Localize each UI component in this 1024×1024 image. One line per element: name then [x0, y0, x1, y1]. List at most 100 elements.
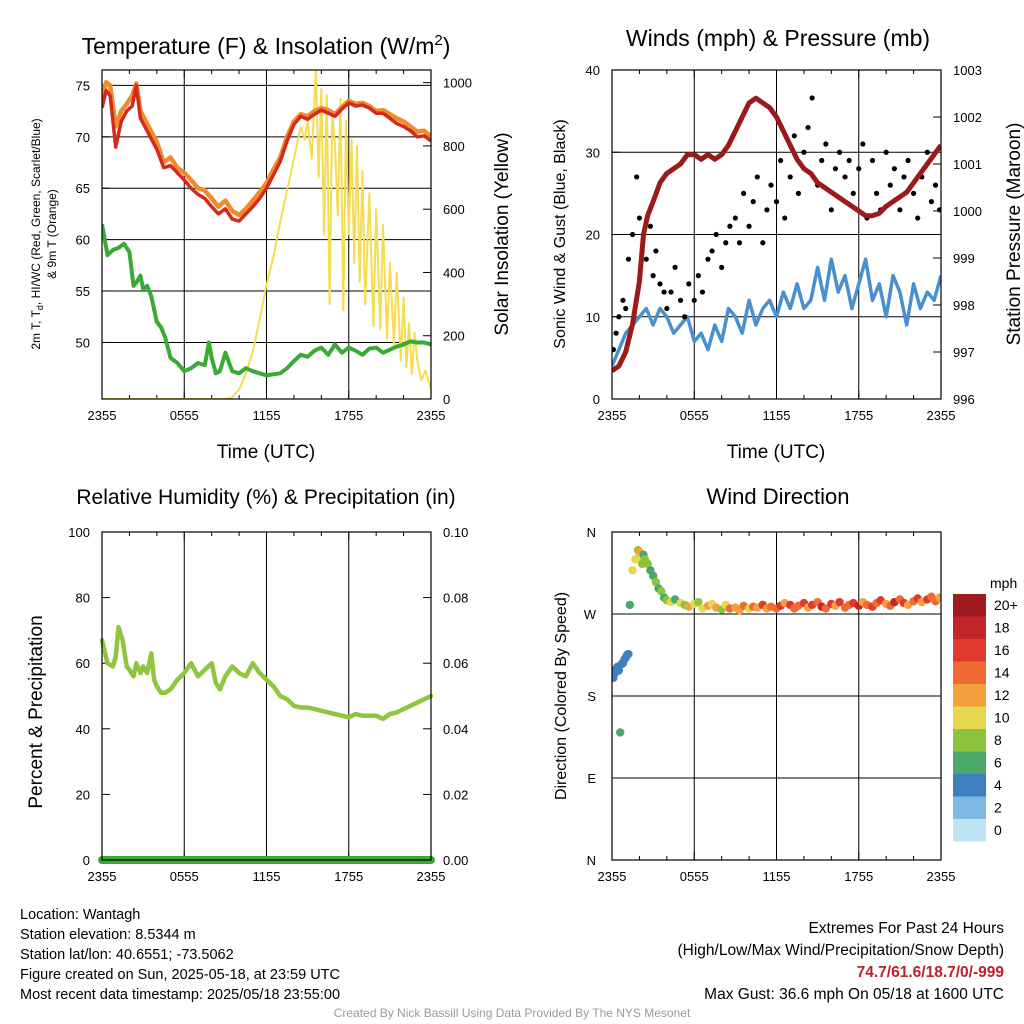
y-tick-label: 50 [76, 335, 90, 350]
humidity-line [99, 624, 434, 722]
gust-point [801, 149, 807, 155]
y-tick-label: 70 [76, 130, 90, 145]
y-tick-label: S [587, 689, 596, 704]
station-elevation: Station elevation: 8.5344 m [20, 927, 196, 943]
y-tick-label: 0 [593, 392, 600, 407]
gust-point [723, 240, 729, 246]
station-info: Location: Wantagh Station elevation: 8.5… [20, 905, 340, 1005]
gust-point [795, 190, 802, 196]
legend-swatch [953, 616, 986, 639]
direction-point [628, 566, 637, 575]
gust-point [629, 231, 636, 238]
x-tick-label: 1155 [253, 408, 281, 423]
legend-title: mph [990, 575, 1017, 591]
direction-point [616, 728, 625, 737]
gust-point [732, 215, 738, 221]
gust-point [773, 199, 780, 205]
x-tick-label: 2355 [598, 408, 627, 423]
gust-point [901, 174, 907, 180]
y-tick-label: 40 [586, 63, 600, 78]
gust-point [620, 297, 626, 303]
y-tick-label: 100 [68, 525, 90, 540]
wind-speed-line [612, 257, 941, 367]
y-tick-label: 60 [76, 656, 90, 671]
gust-point [819, 157, 825, 164]
gust-point [778, 157, 784, 164]
winds-title: Winds (mph) & Pressure (mb) [626, 25, 930, 51]
y2-tick-label: 1001 [953, 157, 982, 172]
dewpoint-line [102, 223, 431, 378]
winds-y-label: Sonic Wind & Gust (Blue, Black) [552, 119, 569, 348]
gust-point [677, 297, 684, 303]
gust-point [869, 157, 876, 164]
y-tick-label: E [587, 771, 596, 786]
gust-point [856, 166, 862, 172]
legend-swatch [953, 706, 986, 729]
gust-point [623, 305, 629, 312]
gust-point [850, 190, 856, 196]
x-tick-label: 2355 [927, 408, 956, 423]
gust-point [741, 190, 747, 196]
direction-point [625, 600, 635, 610]
y2-tick-label: 0 [443, 392, 450, 407]
recent-timestamp: Most recent data timestamp: 2025/05/18 2… [20, 987, 341, 1003]
x-tick-label: 2355 [88, 869, 117, 884]
legend-label: 0 [994, 822, 1002, 838]
humidity-title: Relative Humidity (%) & Precipitation (i… [76, 486, 455, 509]
gust-point [653, 248, 659, 254]
y2-tick-label: 800 [443, 139, 465, 154]
legend-label: 12 [994, 687, 1010, 703]
y2-tick-label: 0.04 [443, 722, 468, 737]
legend-label: 10 [994, 710, 1010, 726]
gust-point [613, 330, 619, 336]
temperature-y-label: 2m T, Td, HI/WC (Red, Green, Scarlet/Blu… [29, 118, 45, 349]
pressure-line [612, 95, 941, 373]
direction-point [624, 649, 633, 659]
gust-point [873, 190, 880, 196]
gust-point [650, 273, 656, 279]
x-tick-label: 2355 [417, 408, 446, 423]
gust-point [832, 166, 839, 172]
x-tick-label: 0555 [170, 869, 199, 884]
direction-point [835, 597, 844, 607]
legend-label: 2 [994, 800, 1002, 816]
y-tick-label: N [587, 853, 596, 868]
direction-point [643, 559, 652, 569]
gust-point [764, 207, 770, 213]
gust-point [782, 215, 788, 221]
y2-tick-label: 996 [953, 392, 975, 407]
legend-label: 18 [994, 620, 1010, 636]
direction-plot-border [611, 531, 942, 861]
legend-swatch [953, 684, 986, 707]
x-tick-label: 1155 [763, 869, 791, 884]
gust-point [709, 248, 715, 254]
gust-point [836, 149, 843, 155]
gust-point [924, 149, 930, 155]
y-tick-label: 40 [76, 722, 90, 737]
gust-point [891, 166, 897, 172]
winds-plot-border [611, 69, 942, 400]
y2-tick-label: 600 [443, 202, 465, 217]
y-tick-label: 20 [76, 787, 90, 802]
legend-label: 20+ [994, 597, 1018, 613]
direction-title: Wind Direction [706, 484, 849, 509]
legend-swatch [953, 661, 986, 684]
y-tick-label: 10 [586, 310, 600, 325]
gust-point [760, 240, 766, 246]
x-tick-label: 2355 [88, 408, 117, 423]
gust-point [612, 347, 616, 353]
gust-point [657, 281, 663, 287]
humidity-y-label: Percent & Precipitation [26, 615, 47, 808]
legend-label: 8 [994, 732, 1002, 748]
gust-point [719, 264, 725, 270]
x-tick-label: 0555 [170, 408, 199, 423]
y2-tick-label: 0.06 [443, 656, 468, 671]
winds-x-label: Time (UTC) [727, 442, 826, 463]
y-tick-label: N [587, 525, 596, 540]
y2-tick-label: 1003 [953, 63, 982, 78]
x-tick-label: 1155 [763, 408, 791, 423]
gust-point [699, 289, 706, 295]
extremes-subtitle: (High/Low/Max Wind/Precipitation/Snow De… [677, 942, 1005, 959]
y2-tick-label: 999 [953, 251, 975, 266]
